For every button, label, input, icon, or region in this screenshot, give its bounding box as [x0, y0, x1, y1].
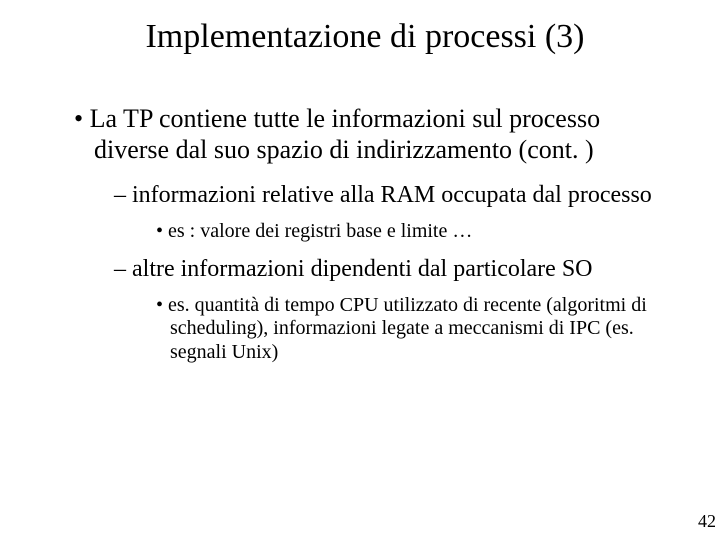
page-number: 42 — [698, 511, 716, 532]
slide: Implementazione di processi (3) La TP co… — [0, 0, 720, 540]
bullet-level1: La TP contiene tutte le informazioni sul… — [74, 104, 680, 165]
bullet-level2: altre informazioni dipendenti dal partic… — [114, 255, 680, 283]
bullet-level3: es : valore dei registri base e limite … — [156, 220, 680, 244]
bullet-level2: informazioni relative alla RAM occupata … — [114, 181, 680, 209]
bullet-level3: es. quantità di tempo CPU utilizzato di … — [156, 294, 680, 365]
slide-title: Implementazione di processi (3) — [40, 18, 680, 56]
